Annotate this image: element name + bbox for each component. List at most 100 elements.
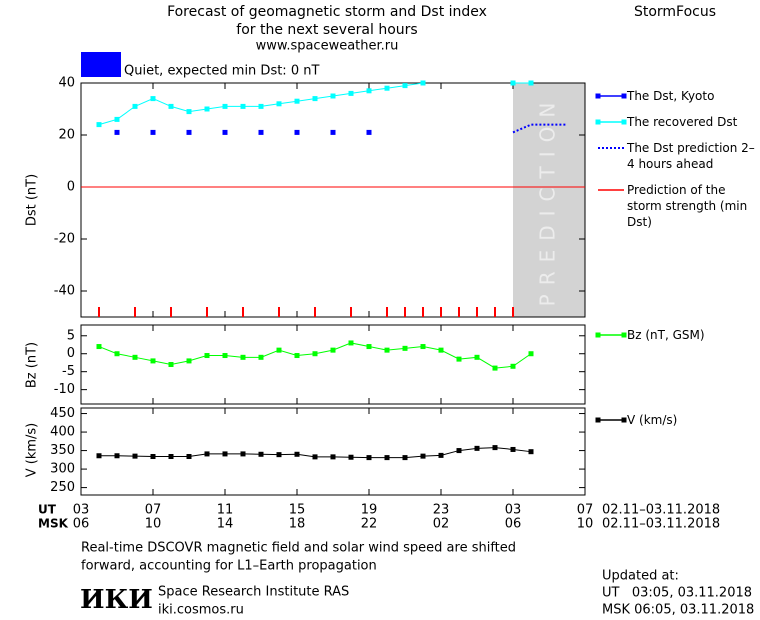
y-tick-label: -40 [54,284,75,299]
y-tick-label: 0 [67,180,75,195]
series-marker [366,344,372,350]
legend-symbol [595,119,601,125]
series-marker [96,453,102,459]
plot-frame [80,324,586,405]
plot-frame [80,407,586,496]
site: iki.cosmos.ru [158,603,244,618]
series-marker [348,454,354,460]
series-marker [474,354,480,360]
series-marker [222,451,228,457]
title: for the next several hours [236,22,417,38]
legend-entry: V (km/s) [627,413,678,427]
series-marker [312,351,318,357]
series-marker [384,85,390,91]
footer-note: Real-time DSCOVR magnetic field and sola… [81,541,516,556]
legend-entry: The recovered Dst [627,115,738,129]
series-marker [456,448,462,454]
date-range: 02.11–03.11.2018 [602,517,720,532]
x-tick-label: 07 [145,503,162,518]
x-tick-label: 15 [289,503,306,518]
series-marker [96,122,102,128]
y-tick-label: 250 [50,480,75,495]
series-marker [276,101,282,107]
footer-note: forward, accounting for L1–Earth propaga… [81,559,377,574]
series-marker [204,353,210,359]
series-marker [240,103,246,109]
series-marker [438,347,444,353]
series-marker [312,96,318,102]
series-marker [492,445,498,451]
plot-frame [80,82,586,318]
series-marker [114,129,120,135]
legend-entry: The Dst, Kyoto [627,89,715,103]
y-tick-label: 0 [67,346,75,361]
series-marker [150,96,156,102]
series-marker [150,453,156,459]
y-tick-label: -5 [62,364,75,379]
x-tick-label: 06 [505,517,522,532]
series-marker [348,340,354,346]
y-tick-label: 400 [50,425,75,440]
institute: Space Research Institute RAS [158,585,349,600]
x-tick-label: 14 [217,517,234,532]
legend-symbol [621,332,627,338]
series-marker [510,80,516,86]
prediction-label: PREDICTION [536,94,560,307]
series-marker [258,451,264,457]
series-marker [150,358,156,364]
title: www.spaceweather.ru [256,39,399,54]
y-axis-label: Dst (nT) [25,174,40,226]
x-tick-label: 07 [577,503,594,518]
series-marker [240,354,246,360]
series-marker [222,129,228,135]
series-marker [240,451,246,457]
series-marker [420,453,426,459]
series-marker [114,453,120,459]
series-marker [474,445,480,451]
series-marker [420,80,426,86]
x-tick-label: 10 [145,517,162,532]
legend-entry: Prediction of the storm strength (min Ds… [627,183,748,229]
x-axis-label: MSK [38,517,69,531]
series-marker [384,455,390,461]
legend-symbol [595,332,601,338]
series-marker [294,353,300,359]
x-tick-label: 03 [73,503,90,518]
status-text: Quiet, expected min Dst: 0 nT [124,64,319,79]
series-marker [456,356,462,362]
date-range: 02.11–03.11.2018 [602,503,720,518]
legend-symbol [621,119,627,125]
series-marker [186,453,192,459]
series-marker [294,451,300,457]
y-tick-label: -10 [54,382,75,397]
series-marker [204,106,210,112]
series-marker [402,345,408,351]
series-marker [384,347,390,353]
series-marker [186,129,192,135]
series-marker [528,80,534,86]
series-marker [528,449,534,455]
prediction-region [513,83,585,317]
series-marker [258,354,264,360]
series-marker [366,455,372,461]
y-tick-label: 5 [67,328,75,343]
series-marker [222,353,228,359]
legend-symbol [621,93,627,99]
x-tick-label: 22 [361,517,378,532]
series-marker [330,347,336,353]
y-tick-label: 450 [50,406,75,421]
series-marker [330,454,336,460]
y-axis-label: Bz (nT) [25,342,40,388]
status-box [81,52,121,77]
series-marker [510,446,516,452]
updated: MSK 06:05, 03.11.2018 [602,603,754,618]
series-marker [168,453,174,459]
updated: Updated at: [602,569,679,584]
series-marker [114,116,120,122]
series-marker [420,344,426,350]
series-marker [348,90,354,96]
series-marker [132,103,138,109]
series-marker [330,93,336,99]
x-tick-label: 19 [361,503,378,518]
